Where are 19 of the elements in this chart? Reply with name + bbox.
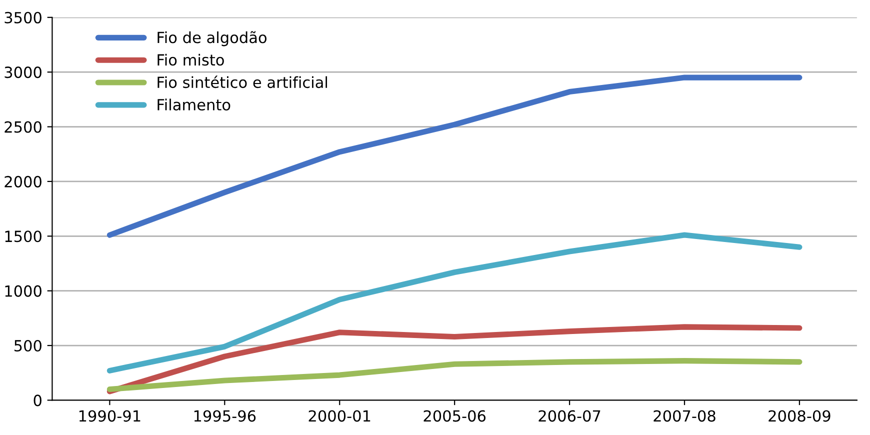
x-tick-label: 1995-96 xyxy=(194,410,256,422)
y-tick-label: 2500 xyxy=(4,121,42,133)
y-tick-label: 500 xyxy=(14,340,42,352)
legend-label: Fio misto xyxy=(158,54,224,66)
y-tick-label: 1000 xyxy=(5,285,42,297)
x-tick-label: 2000-01 xyxy=(308,410,370,422)
x-tick-label: 2006-07 xyxy=(538,410,600,422)
legend-label: Filamento xyxy=(158,98,230,111)
legend-label: Fio sintético e artificial xyxy=(158,76,328,88)
x-tick-label: 2008-09 xyxy=(768,410,830,422)
y-tick-label: 3000 xyxy=(4,66,42,78)
x-tick-label: 1990-91 xyxy=(79,410,140,422)
y-tick-label: 1500 xyxy=(5,230,42,242)
x-tick-label: 2005-06 xyxy=(424,410,486,422)
y-tick-label: 3500 xyxy=(4,12,42,24)
legend-label: Fio de algodão xyxy=(158,31,266,46)
y-tick-label: 2000 xyxy=(4,176,42,188)
x-tick-label: 2007-08 xyxy=(654,410,716,422)
y-tick-label: 0 xyxy=(34,394,42,406)
